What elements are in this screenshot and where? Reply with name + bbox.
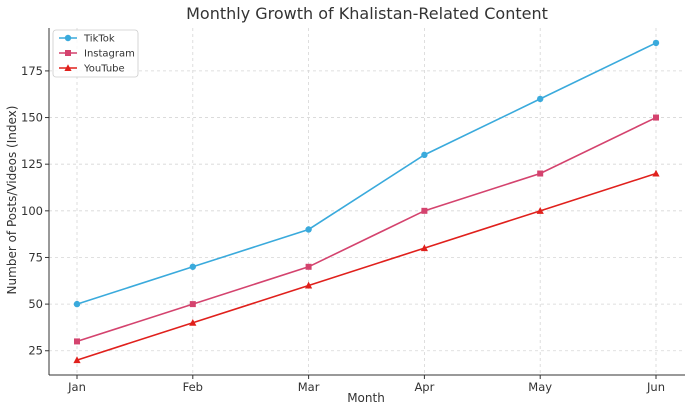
- tiktok-point: [652, 39, 660, 47]
- youtube-point: [536, 207, 544, 214]
- y-axis-ticks: 25 50 75 100 125 150 175: [21, 64, 49, 358]
- series-instagram: [74, 114, 659, 345]
- y-tick-label: 125: [21, 157, 43, 171]
- instagram-point: [305, 263, 312, 270]
- x-tick-label: Feb: [183, 380, 203, 394]
- youtube-point: [189, 318, 197, 326]
- series-tiktok: [73, 39, 660, 308]
- axes: [48, 28, 685, 376]
- tiktok-point: [189, 263, 196, 270]
- x-tick-label: Apr: [414, 380, 434, 394]
- legend-marker-youtube: [64, 64, 72, 71]
- x-tick-label: Mar: [298, 380, 320, 394]
- youtube-point: [420, 244, 428, 252]
- tiktok-point: [421, 151, 428, 159]
- youtube-line: [76, 172, 657, 361]
- legend-marker-instagram: [65, 50, 71, 56]
- y-tick-label: 25: [28, 344, 43, 358]
- y-tick-label: 175: [21, 64, 43, 78]
- legend: TikTok Instagram YouTube: [52, 29, 139, 78]
- y-tick-label: 75: [28, 250, 43, 264]
- instagram-point: [653, 114, 659, 121]
- youtube-point: [73, 356, 81, 364]
- legend-label-youtube: YouTube: [83, 64, 125, 75]
- youtube-point: [305, 281, 313, 289]
- legend-marker-tiktok: [64, 34, 72, 42]
- y-tick-label: 150: [21, 111, 43, 125]
- instagram-point: [537, 170, 544, 177]
- x-tick-label: Jun: [646, 380, 665, 394]
- x-tick-label: Jan: [67, 380, 86, 394]
- tiktok-point: [537, 95, 544, 103]
- legend-frame: [52, 29, 139, 78]
- y-tick-label: 100: [21, 204, 43, 218]
- legend-label-tiktok: TikTok: [83, 34, 115, 45]
- chart-title: Monthly Growth of Khalistan-Related Cont…: [186, 4, 548, 23]
- instagram-line: [76, 116, 657, 343]
- series-youtube: [73, 169, 660, 364]
- instagram-point: [421, 207, 428, 214]
- instagram-point: [74, 338, 80, 345]
- x-tick-label: May: [528, 380, 552, 394]
- youtube-point: [652, 169, 660, 177]
- x-axis-label: Month: [347, 391, 385, 405]
- y-axis-label: Number of Posts/Videos (Index): [5, 106, 19, 295]
- legend-label-instagram: Instagram: [84, 49, 135, 60]
- x-axis-ticks: Jan Feb Mar Apr May Jun: [67, 375, 665, 394]
- series-group: [73, 39, 660, 364]
- instagram-point: [189, 301, 196, 308]
- tiktok-line: [76, 42, 657, 305]
- tiktok-point: [305, 226, 312, 233]
- grid: [49, 28, 685, 375]
- y-tick-label: 50: [28, 297, 43, 311]
- tiktok-point: [73, 300, 81, 308]
